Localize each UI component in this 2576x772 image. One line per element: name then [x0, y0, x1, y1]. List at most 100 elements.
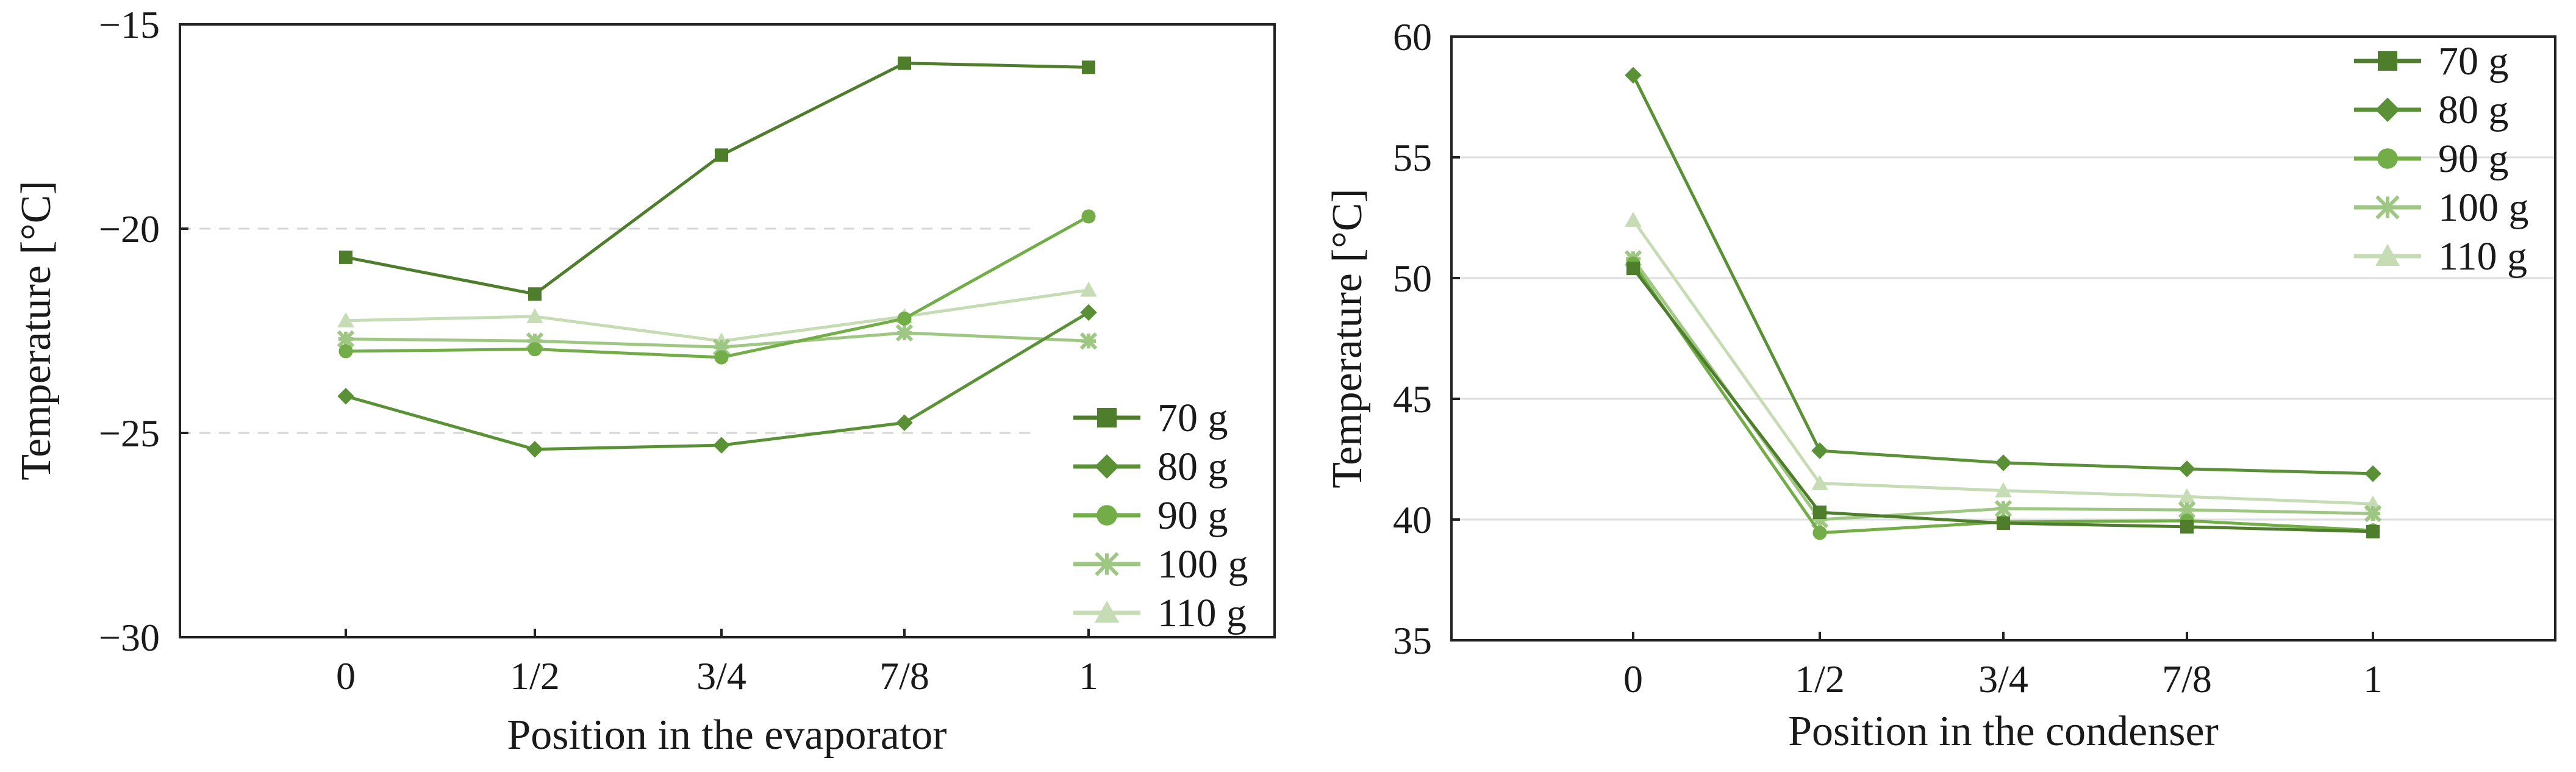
- condenser-y-tick-label: 55: [1393, 136, 1432, 179]
- evaporator-y-tick-label: −30: [99, 616, 160, 659]
- evaporator-legend-entry: 70 g: [1073, 396, 1228, 440]
- evaporator-y-tick-label: −20: [99, 207, 160, 251]
- condenser-legend-label: 110 g: [2438, 234, 2527, 279]
- condenser-x-tick-label: 3/4: [1978, 657, 2028, 701]
- evaporator-point-90g: [897, 311, 912, 326]
- condenser-y-tick-label: 45: [1393, 377, 1432, 421]
- evaporator-y-axis-title: Temperature [°C]: [13, 180, 60, 480]
- condenser-legend-entry: 90 g: [2354, 137, 2509, 181]
- condenser-legend-label: 80 g: [2438, 88, 2509, 132]
- condenser-legend-marker: [2375, 244, 2400, 266]
- condenser-x-tick-label: 7/8: [2162, 657, 2212, 701]
- evaporator-x-tick-label: 0: [336, 654, 356, 698]
- condenser-point-110g: [1625, 212, 1642, 227]
- evaporator-point-110g: [526, 308, 543, 324]
- condenser-point-110g: [1995, 482, 2012, 498]
- condenser-x-tick-label: 1: [2363, 657, 2383, 701]
- condenser-y-tick-label: 40: [1393, 498, 1432, 541]
- evaporator-legend-label: 70 g: [1157, 396, 1228, 440]
- condenser-x-ticks: 0 1/2 3/4 7/8 1: [1623, 632, 2383, 701]
- evaporator-point-90g: [714, 350, 729, 365]
- evaporator-line-70g: [345, 62, 1089, 296]
- evaporator-x-axis-title: Position in the evaporator: [507, 712, 946, 759]
- evaporator-point-70g: [715, 148, 728, 162]
- evaporator-legend-marker: [1095, 601, 1119, 623]
- evaporator-point-110g: [1080, 281, 1097, 297]
- evaporator-legend-entry: 80 g: [1073, 445, 1228, 489]
- condenser-legend-label: 70 g: [2438, 39, 2509, 84]
- condenser-x-tick-label: 1/2: [1795, 657, 1845, 701]
- evaporator-legend-entry: 90 g: [1073, 493, 1228, 538]
- evaporator-point-70g: [339, 250, 352, 264]
- evaporator-line-80g: [345, 311, 1090, 451]
- condenser-legend-marker: [2377, 148, 2398, 169]
- evaporator-point-100g: [895, 324, 914, 342]
- condenser-legend-entry: 70 g: [2354, 39, 2509, 84]
- evaporator-point-80g: [526, 441, 543, 458]
- evaporator-x-tick-label: 1: [1079, 654, 1098, 698]
- condenser-point-80g: [1625, 66, 1642, 84]
- condenser-y-tick-label: 35: [1393, 619, 1432, 662]
- evaporator-point-70g: [528, 287, 542, 301]
- evaporator-legend-marker: [1097, 408, 1117, 427]
- evaporator-series: [337, 56, 1098, 458]
- condenser-point-100g: [2364, 504, 2382, 523]
- evaporator-legend-label: 110 g: [1157, 591, 1247, 635]
- condenser-legend-entry: 110 g: [2354, 234, 2527, 279]
- evaporator-y-tick-label: −25: [99, 412, 160, 455]
- condenser-point-80g: [1811, 442, 1828, 459]
- evaporator-plot-frame: [179, 23, 1276, 638]
- evaporator-series-80g: [337, 304, 1097, 458]
- condenser-point-80g: [1995, 454, 2012, 471]
- condenser-point-70g: [1626, 262, 1640, 276]
- evaporator-legend-label: 100 g: [1157, 542, 1248, 587]
- condenser-y-tick-label: 50: [1393, 257, 1432, 300]
- condenser-legend-marker: [2375, 98, 2400, 122]
- condenser-legend-marker: [2378, 51, 2397, 71]
- evaporator-legend-label: 90 g: [1157, 493, 1228, 538]
- evaporator-point-80g: [713, 437, 730, 454]
- condenser-point-110g: [2178, 488, 2195, 504]
- condenser-y-axis-title: Temperature [°C]: [1324, 188, 1371, 488]
- evaporator-point-70g: [898, 56, 911, 70]
- evaporator-series-70g: [339, 56, 1095, 301]
- condenser-plot-frame: [1450, 35, 2556, 642]
- condenser-legend-marker: [2375, 195, 2400, 220]
- evaporator-legend-entry: 100 g: [1073, 542, 1248, 587]
- condenser-point-70g: [2180, 520, 2194, 534]
- evaporator-x-tick-label: 1/2: [510, 654, 560, 698]
- evaporator-point-100g: [1079, 332, 1098, 350]
- evaporator-point-110g: [337, 312, 354, 327]
- condenser-series: [1624, 66, 2382, 540]
- condenser-point-100g: [2178, 501, 2196, 519]
- condenser-point-90g: [1812, 526, 1827, 540]
- evaporator-x-ticks: 0 1/2 3/4 7/8 1: [336, 629, 1098, 698]
- condenser-y-tick-label: 60: [1393, 15, 1432, 59]
- evaporator-point-80g: [1080, 304, 1097, 321]
- evaporator-legend-label: 80 g: [1157, 445, 1228, 489]
- evaporator-x-tick-label: 7/8: [879, 654, 929, 698]
- condenser-point-80g: [2364, 465, 2381, 482]
- evaporator-legend-entry: 110 g: [1073, 591, 1247, 635]
- evaporator-point-90g: [528, 342, 542, 357]
- condenser-y-ticks: 35 40 45 50 55 60: [1393, 15, 1460, 662]
- evaporator-point-80g: [337, 387, 354, 405]
- condenser-point-70g: [1813, 506, 1826, 520]
- evaporator-y-ticks: −30 −25 −20 −15: [99, 3, 188, 659]
- condenser-x-tick-label: 0: [1623, 657, 1643, 701]
- condenser-x-axis-title: Position in the condenser: [1788, 708, 2219, 755]
- condenser-legend-label: 100 g: [2438, 185, 2529, 230]
- evaporator-gridlines: [180, 227, 1037, 434]
- evaporator-y-tick-label: −15: [99, 3, 160, 46]
- evaporator-point-100g: [337, 330, 355, 348]
- condenser-point-70g: [1997, 516, 2010, 530]
- condenser-point-80g: [2178, 460, 2195, 477]
- condenser-series-80g: [1625, 66, 2381, 482]
- evaporator-point-80g: [896, 414, 913, 431]
- condenser-point-100g: [1994, 499, 2012, 518]
- evaporator-legend-marker: [1097, 505, 1117, 526]
- evaporator-line-110g: [345, 288, 1089, 343]
- evaporator-point-90g: [338, 344, 353, 359]
